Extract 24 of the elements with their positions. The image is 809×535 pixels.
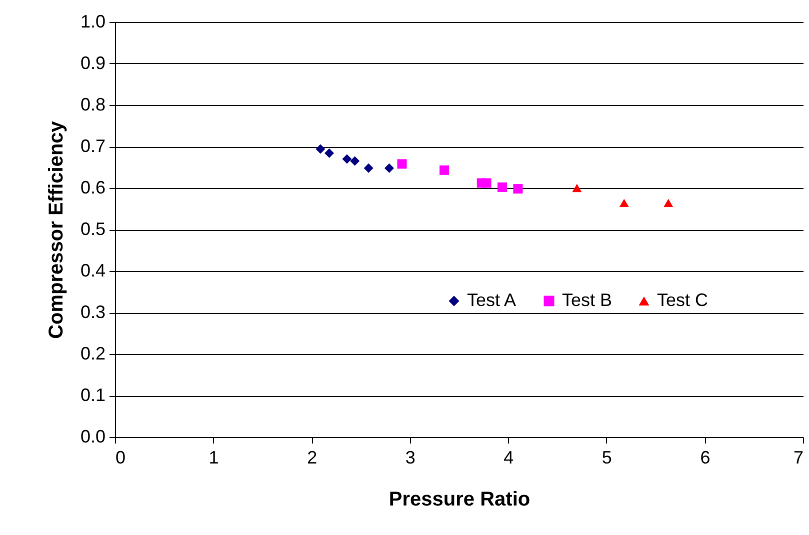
y-tick-label: 0.9: [80, 53, 106, 73]
x-tick-label: 6: [700, 448, 710, 468]
x-tick-label: 1: [208, 448, 219, 468]
x-tick-label: 0: [116, 448, 126, 468]
y-tick-label: 0.5: [80, 219, 106, 239]
y-axis-title: Compressor Efficiency: [45, 120, 68, 339]
y-tick-label: 0.6: [80, 178, 106, 198]
y-tick-label: 0.1: [80, 385, 106, 405]
x-tick-label: 2: [307, 448, 318, 468]
y-tick-label: 0.2: [80, 344, 106, 364]
x-tick-label: 7: [793, 448, 804, 468]
y-tick-label: 0.8: [80, 94, 106, 114]
x-tick-label: 3: [405, 448, 416, 468]
y-tick-label: 0.4: [80, 260, 106, 280]
y-tick-label: 0.7: [80, 136, 106, 156]
y-tick-label: 1.0: [80, 12, 106, 32]
x-axis-title: Pressure Ratio: [388, 488, 530, 510]
legend-label: Test A: [467, 290, 516, 310]
y-tick-label: 0.3: [80, 302, 106, 322]
y-tick-label: 0.0: [80, 426, 106, 446]
legend-label: Test C: [657, 290, 708, 310]
x-tick-label: 5: [602, 448, 612, 468]
x-tick-label: 4: [504, 448, 514, 468]
legend-label: Test B: [562, 290, 612, 310]
